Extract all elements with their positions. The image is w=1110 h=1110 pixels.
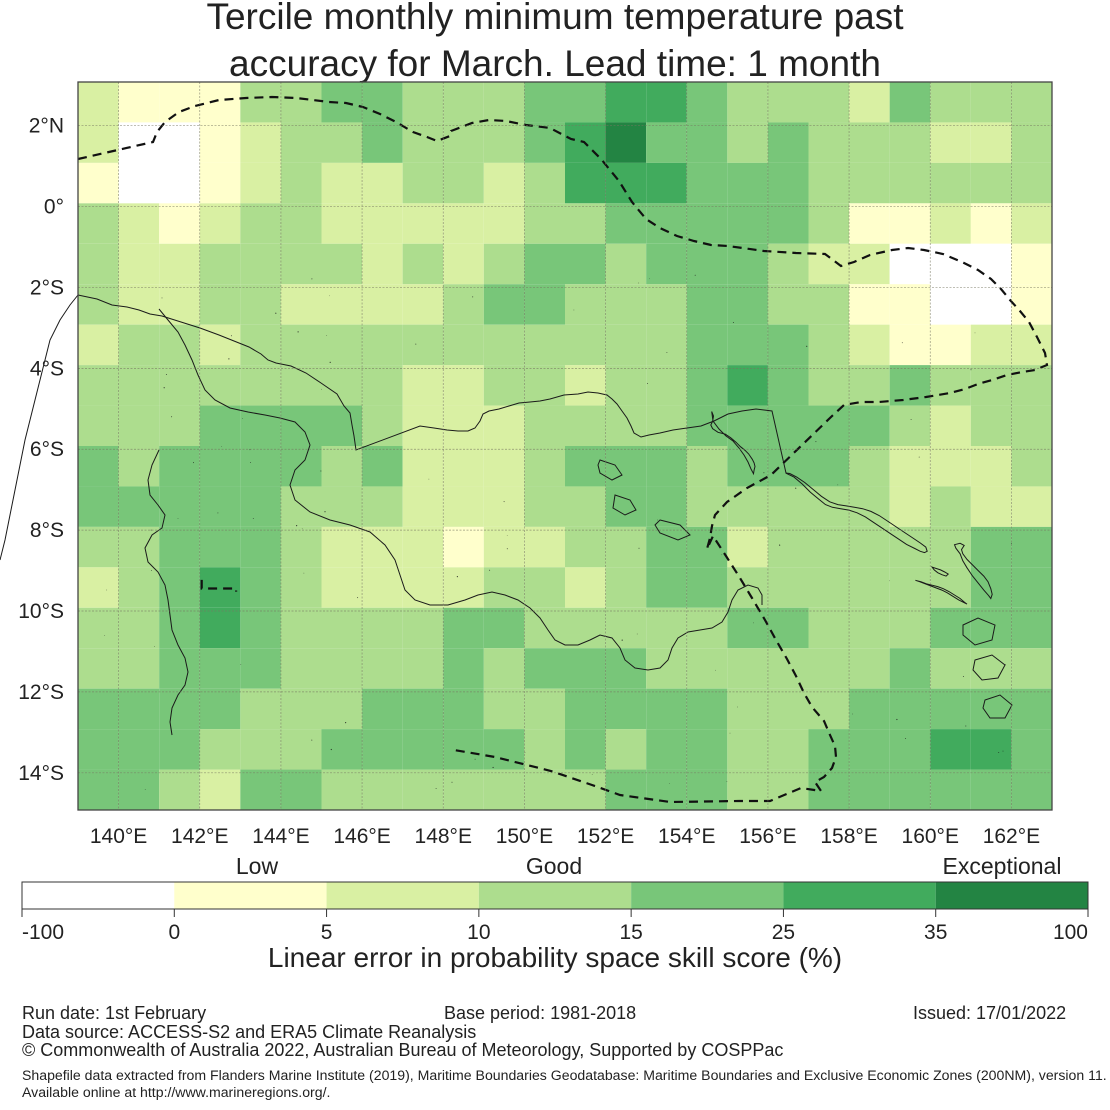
svg-text:4°S: 4°S bbox=[30, 357, 64, 380]
svg-text:5: 5 bbox=[321, 921, 333, 944]
svg-text:Exceptional: Exceptional bbox=[943, 853, 1062, 879]
svg-text:10: 10 bbox=[467, 921, 490, 944]
svg-text:6°S: 6°S bbox=[30, 438, 64, 461]
svg-text:162°E: 162°E bbox=[983, 825, 1040, 848]
svg-text:Linear error in probability sp: Linear error in probability space skill … bbox=[268, 942, 842, 973]
svg-text:8°S: 8°S bbox=[30, 519, 64, 542]
svg-text:14°S: 14°S bbox=[18, 762, 64, 785]
svg-text:15: 15 bbox=[619, 921, 642, 944]
svg-text:0°: 0° bbox=[44, 196, 64, 219]
svg-text:152°E: 152°E bbox=[577, 825, 634, 848]
svg-text:160°E: 160°E bbox=[902, 825, 959, 848]
svg-text:156°E: 156°E bbox=[739, 825, 796, 848]
svg-text:148°E: 148°E bbox=[415, 825, 472, 848]
svg-text:12°S: 12°S bbox=[18, 681, 64, 704]
svg-text:100: 100 bbox=[1053, 921, 1088, 944]
svg-text:-100: -100 bbox=[22, 921, 64, 944]
svg-text:140°E: 140°E bbox=[90, 825, 147, 848]
svg-text:0: 0 bbox=[168, 921, 180, 944]
svg-text:142°E: 142°E bbox=[171, 825, 228, 848]
svg-text:Good: Good bbox=[526, 853, 582, 879]
svg-text:2°N: 2°N bbox=[29, 115, 64, 138]
svg-text:150°E: 150°E bbox=[496, 825, 553, 848]
svg-text:35: 35 bbox=[924, 921, 947, 944]
svg-text:144°E: 144°E bbox=[252, 825, 309, 848]
svg-text:158°E: 158°E bbox=[820, 825, 877, 848]
svg-text:154°E: 154°E bbox=[658, 825, 715, 848]
svg-text:146°E: 146°E bbox=[333, 825, 390, 848]
svg-text:Low: Low bbox=[236, 853, 279, 879]
svg-text:10°S: 10°S bbox=[18, 600, 64, 623]
svg-text:2°S: 2°S bbox=[30, 276, 64, 299]
svg-text:25: 25 bbox=[772, 921, 795, 944]
